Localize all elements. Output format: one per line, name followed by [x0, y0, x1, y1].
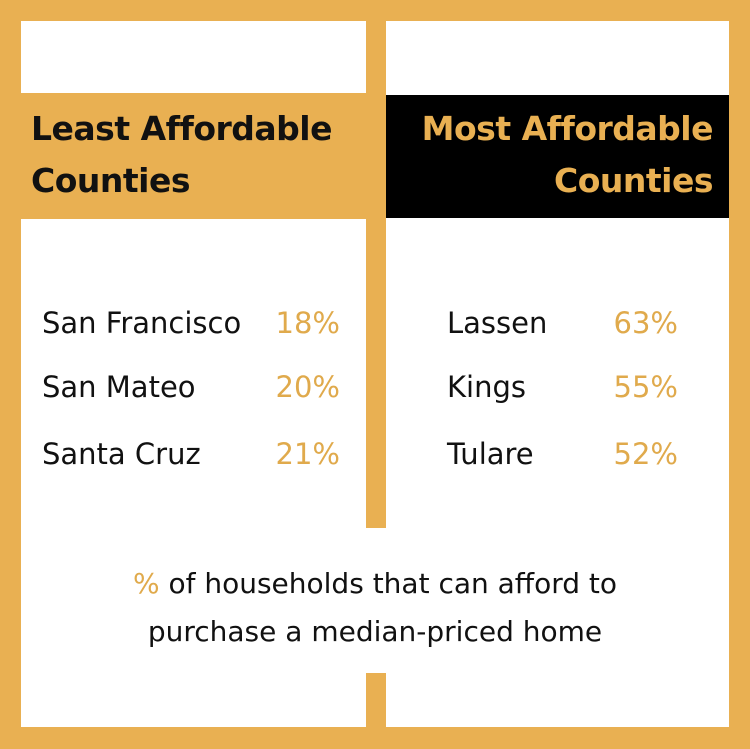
caption-bridge: [360, 528, 392, 673]
left-title-line1: Least Affordable: [31, 109, 333, 148]
caption-line1-text: of households that can afford to: [159, 567, 618, 600]
caption-line2: purchase a median-priced home: [147, 615, 603, 648]
right-row-county: Tulare: [447, 437, 534, 471]
right-row-pct: 55%: [613, 370, 678, 404]
right-row-county: Kings: [447, 370, 526, 404]
left-row-county: San Mateo: [42, 370, 196, 404]
right-header: Most Affordable Counties: [386, 95, 729, 218]
right-row-county: Lassen: [447, 306, 548, 340]
right-row-pct: 63%: [613, 306, 678, 340]
caption: % of households that can afford to purch…: [20, 560, 730, 656]
percent-symbol: %: [132, 567, 160, 600]
left-title-line2: Counties: [31, 161, 191, 200]
caption-line1: % of households that can afford to: [20, 560, 730, 608]
left-row-county: Santa Cruz: [42, 437, 201, 471]
left-row-pct: 20%: [275, 370, 340, 404]
right-title-line2: Counties: [554, 161, 714, 200]
left-title: Least Affordable Counties: [31, 103, 333, 207]
right-title: Most Affordable Counties: [421, 103, 714, 207]
left-row-county: San Francisco: [42, 306, 242, 340]
left-header: Least Affordable Counties: [21, 93, 366, 219]
left-row-pct: 21%: [275, 437, 340, 471]
left-row-pct: 18%: [275, 306, 340, 340]
right-row-pct: 52%: [613, 437, 678, 471]
right-title-line1: Most Affordable: [421, 109, 714, 148]
